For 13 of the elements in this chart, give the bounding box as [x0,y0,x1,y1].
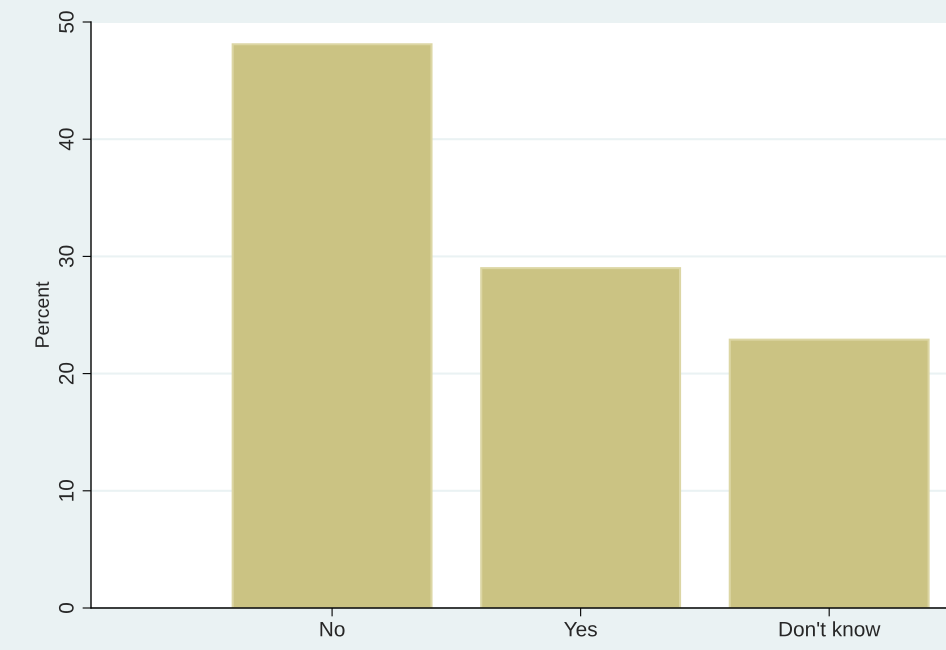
bar [728,338,930,608]
y-tick-label: 20 [58,362,74,384]
y-tick-label: 40 [58,128,74,150]
y-tick-label: 10 [58,480,74,501]
x-tick-label: No [320,622,345,636]
y-tick-label: 0 [58,603,74,613]
bar [232,43,433,608]
y-tick-label: 30 [58,246,74,268]
x-tick-label: Yes [564,622,597,636]
bar [480,267,682,608]
x-tick-label: Don't know [780,621,880,636]
y-tick-label: 50 [58,11,74,33]
y-axis-title: Percent [35,282,49,347]
